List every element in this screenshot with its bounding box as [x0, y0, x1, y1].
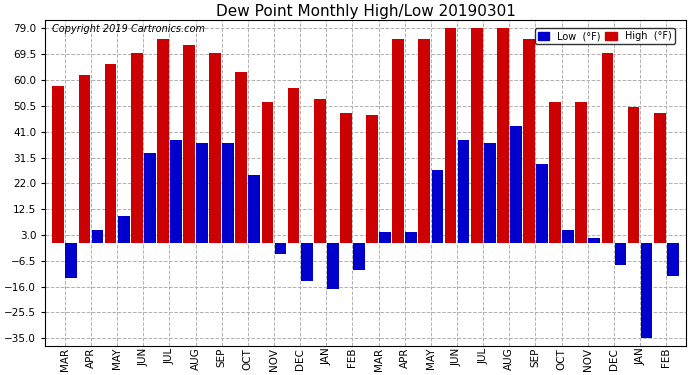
Bar: [144, 153, 156, 243]
Bar: [393, 39, 404, 243]
Bar: [79, 75, 90, 243]
Bar: [222, 142, 234, 243]
Bar: [406, 232, 417, 243]
Bar: [131, 53, 143, 243]
Bar: [340, 113, 352, 243]
Bar: [418, 39, 431, 243]
Bar: [301, 243, 313, 281]
Bar: [209, 53, 221, 243]
Bar: [52, 86, 64, 243]
Bar: [183, 45, 195, 243]
Bar: [157, 39, 169, 243]
Bar: [288, 88, 299, 243]
Bar: [471, 28, 482, 243]
Bar: [314, 99, 326, 243]
Bar: [444, 28, 456, 243]
Title: Dew Point Monthly High/Low 20190301: Dew Point Monthly High/Low 20190301: [215, 4, 515, 19]
Bar: [641, 243, 653, 338]
Bar: [170, 140, 182, 243]
Bar: [484, 142, 495, 243]
Bar: [353, 243, 365, 270]
Bar: [327, 243, 339, 289]
Bar: [562, 230, 574, 243]
Bar: [457, 140, 469, 243]
Bar: [628, 107, 640, 243]
Bar: [118, 216, 130, 243]
Bar: [235, 72, 247, 243]
Bar: [615, 243, 627, 265]
Bar: [431, 170, 443, 243]
Bar: [589, 238, 600, 243]
Bar: [654, 113, 666, 243]
Bar: [66, 243, 77, 278]
Bar: [275, 243, 286, 254]
Bar: [105, 64, 117, 243]
Bar: [366, 116, 378, 243]
Text: Copyright 2019 Cartronics.com: Copyright 2019 Cartronics.com: [52, 24, 205, 34]
Bar: [196, 142, 208, 243]
Bar: [248, 175, 260, 243]
Bar: [497, 28, 509, 243]
Legend: Low  (°F), High  (°F): Low (°F), High (°F): [535, 28, 675, 44]
Bar: [536, 164, 548, 243]
Bar: [549, 102, 561, 243]
Bar: [602, 53, 613, 243]
Bar: [510, 126, 522, 243]
Bar: [575, 102, 587, 243]
Bar: [92, 230, 104, 243]
Bar: [667, 243, 679, 276]
Bar: [380, 232, 391, 243]
Bar: [523, 39, 535, 243]
Bar: [262, 102, 273, 243]
